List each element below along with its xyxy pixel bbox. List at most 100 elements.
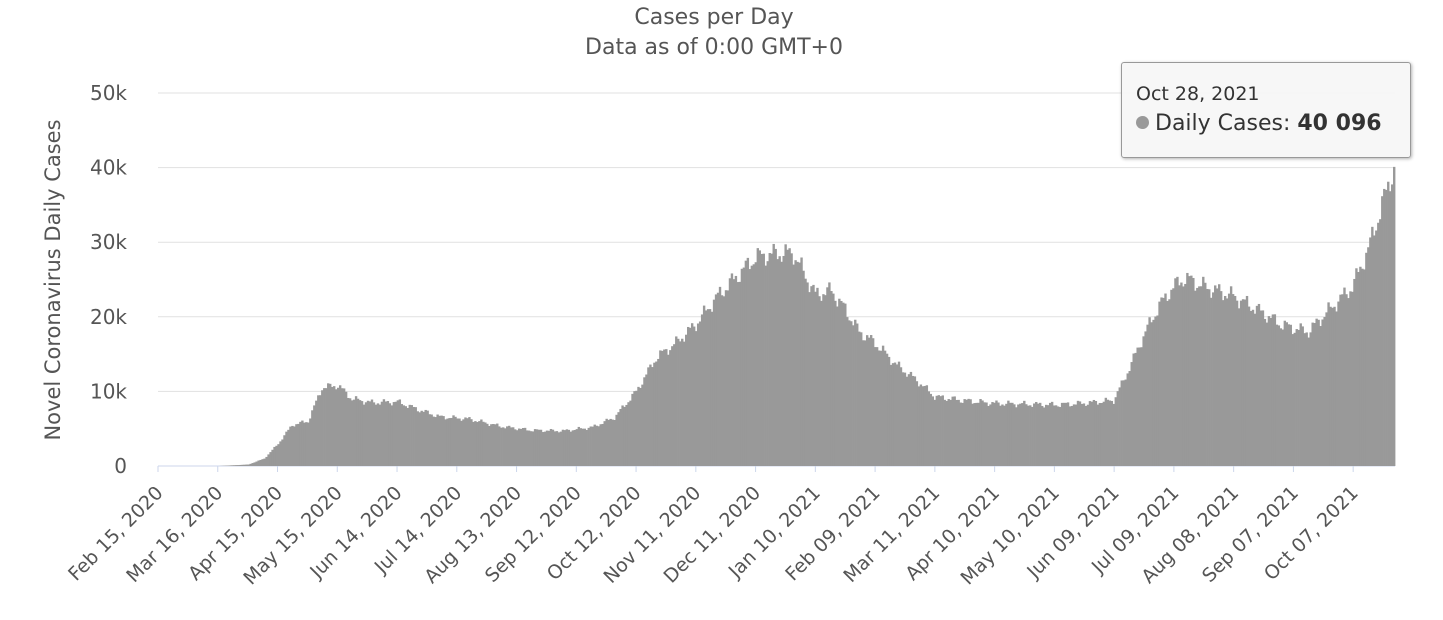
bar[interactable] (1066, 402, 1070, 466)
bar[interactable] (696, 323, 700, 467)
bar[interactable] (1223, 295, 1227, 466)
bar[interactable] (959, 402, 962, 466)
bar[interactable] (1052, 405, 1056, 466)
bar[interactable] (571, 430, 575, 466)
bar[interactable] (780, 261, 783, 466)
bar[interactable] (448, 418, 451, 466)
bar[interactable] (1162, 297, 1165, 466)
bar[interactable] (726, 290, 730, 466)
bar[interactable] (265, 456, 268, 466)
bar[interactable] (995, 400, 998, 466)
bar[interactable] (1090, 401, 1094, 466)
bar[interactable] (1001, 404, 1004, 467)
bar[interactable] (585, 429, 588, 466)
bar[interactable] (623, 406, 626, 466)
bar[interactable] (641, 384, 644, 466)
bar[interactable] (1214, 285, 1217, 466)
bar[interactable] (424, 409, 427, 466)
bar[interactable] (1056, 406, 1060, 466)
bar[interactable] (1249, 310, 1253, 466)
bar[interactable] (720, 295, 724, 466)
bar[interactable] (1231, 294, 1235, 466)
bar[interactable] (1325, 312, 1328, 466)
bar[interactable] (677, 338, 680, 466)
bar[interactable] (1178, 285, 1181, 466)
bar[interactable] (770, 253, 773, 466)
bar[interactable] (488, 425, 491, 466)
bar[interactable] (1062, 402, 1066, 466)
bar[interactable] (869, 335, 873, 466)
bar[interactable] (291, 425, 294, 466)
bar[interactable] (1027, 405, 1030, 466)
bar[interactable] (317, 395, 320, 466)
bar[interactable] (547, 430, 551, 466)
bar[interactable] (1124, 379, 1127, 466)
bar[interactable] (1291, 334, 1294, 466)
bar[interactable] (376, 403, 380, 466)
bar[interactable] (792, 264, 795, 466)
bar[interactable] (786, 249, 789, 466)
bar[interactable] (426, 410, 429, 466)
bar[interactable] (683, 341, 686, 466)
bar[interactable] (1251, 309, 1255, 466)
bar-series-daily-cases[interactable] (219, 166, 1396, 467)
bar[interactable] (287, 429, 290, 466)
bar[interactable] (754, 262, 758, 466)
bar[interactable] (756, 248, 759, 466)
bar[interactable] (822, 294, 825, 466)
bar[interactable] (346, 397, 350, 466)
bar[interactable] (983, 402, 986, 466)
bar[interactable] (323, 388, 326, 466)
bar[interactable] (758, 250, 761, 466)
bar[interactable] (1345, 294, 1348, 466)
bar[interactable] (352, 399, 356, 466)
bar[interactable] (1335, 311, 1338, 466)
bar[interactable] (263, 458, 266, 466)
bar[interactable] (744, 260, 748, 466)
bar[interactable] (1323, 316, 1326, 466)
bar[interactable] (999, 405, 1002, 466)
bar[interactable] (303, 422, 306, 466)
bar[interactable] (1265, 322, 1269, 466)
bar[interactable] (237, 465, 240, 466)
bar[interactable] (289, 426, 292, 466)
bar[interactable] (702, 305, 706, 466)
bar[interactable] (342, 388, 346, 466)
bar[interactable] (1281, 329, 1285, 466)
bar[interactable] (873, 347, 877, 466)
bar[interactable] (1243, 299, 1247, 466)
bar[interactable] (1102, 401, 1106, 466)
bar[interactable] (416, 411, 419, 466)
bar[interactable] (877, 350, 881, 466)
bar[interactable] (979, 398, 982, 466)
bar[interactable] (1164, 293, 1167, 466)
bar[interactable] (633, 391, 636, 466)
bar[interactable] (1385, 189, 1388, 466)
bar[interactable] (1114, 397, 1117, 466)
bar[interactable] (925, 385, 929, 466)
bar[interactable] (1130, 362, 1133, 466)
bar[interactable] (591, 426, 594, 466)
bar[interactable] (1273, 314, 1277, 466)
bar[interactable] (714, 294, 718, 466)
bar[interactable] (1098, 402, 1102, 466)
bar[interactable] (561, 429, 565, 466)
bar[interactable] (949, 399, 952, 466)
bar[interactable] (848, 320, 851, 466)
bar[interactable] (440, 415, 443, 466)
bar[interactable] (1347, 298, 1350, 466)
bar[interactable] (567, 429, 571, 466)
bar[interactable] (1373, 235, 1376, 466)
bar[interactable] (1267, 316, 1271, 466)
bar[interactable] (279, 441, 282, 466)
bar[interactable] (1353, 278, 1356, 466)
bar[interactable] (742, 267, 746, 466)
bar[interactable] (1146, 324, 1149, 466)
bar[interactable] (378, 404, 382, 466)
bar[interactable] (1196, 287, 1199, 466)
bar[interactable] (1313, 323, 1316, 466)
bar[interactable] (277, 444, 280, 466)
bar[interactable] (539, 429, 543, 466)
bar[interactable] (1202, 276, 1205, 466)
bar[interactable] (309, 418, 312, 466)
